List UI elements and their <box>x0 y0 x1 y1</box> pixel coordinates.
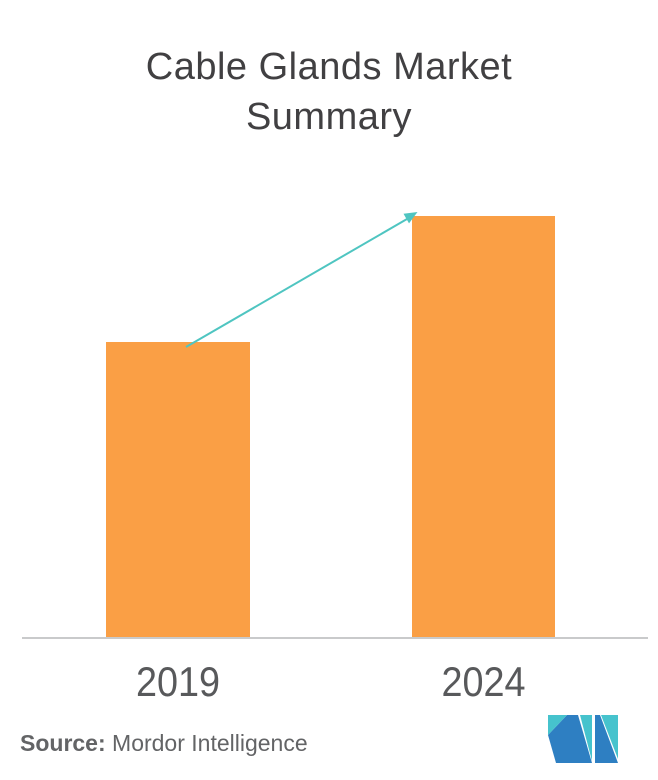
logo-blue-stroke-right <box>595 715 618 763</box>
chart-title-line2: Summary <box>245 96 413 138</box>
source-label: Source: <box>20 730 106 756</box>
source-text: Mordor Intelligence <box>105 730 308 756</box>
growth-arrow-line <box>185 218 408 348</box>
chart-title: Cable Glands Market Summary <box>0 42 658 142</box>
x-tick-2019: 2019 <box>135 658 221 705</box>
x-tick-2024: 2024 <box>441 658 526 705</box>
bar-2024 <box>412 216 555 638</box>
logo-teal-corner-left <box>548 715 567 735</box>
logo-teal-corner-right <box>601 715 618 759</box>
logo-blue-stroke-left <box>548 715 592 763</box>
mordor-intelligence-logo <box>548 715 618 763</box>
bar-2019 <box>106 342 250 638</box>
chart-title-line1: Cable Glands Market <box>145 46 513 88</box>
x-axis-line <box>22 637 648 639</box>
logo-teal-middle <box>580 715 592 761</box>
source-line: Source: Mordor Intelligence <box>20 728 308 758</box>
